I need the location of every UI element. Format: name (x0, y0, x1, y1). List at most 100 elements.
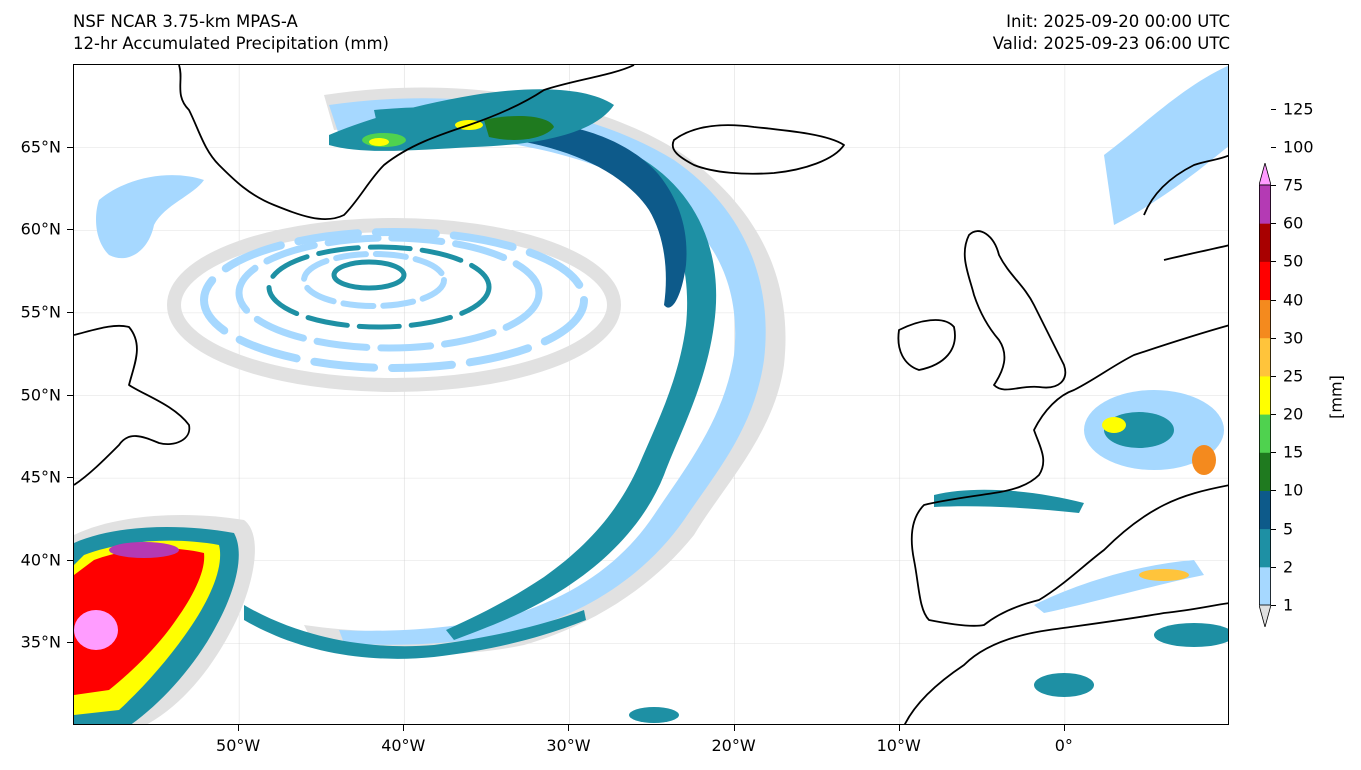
lat-tick-mark (67, 311, 73, 313)
precipitation-field (74, 65, 1228, 724)
precip-sahara (1034, 673, 1094, 697)
iceland-coast (671, 124, 845, 175)
europe-coast (910, 324, 1228, 627)
field-name: 12-hr Accumulated Precipitation (mm) (73, 34, 389, 53)
colorbar-segment (1259, 566, 1271, 606)
lon-tick-label: 0° (1054, 736, 1073, 755)
colorbar-level-label: 2 (1283, 557, 1294, 577)
colorbar-tick (1271, 528, 1276, 530)
colorbar-tick (1271, 261, 1276, 263)
lon-tick-mark (403, 725, 405, 731)
lat-tick-mark (67, 394, 73, 396)
lon-tick-label: 30°W (546, 736, 591, 755)
colorbar-tick (1271, 605, 1276, 606)
colorbar-level-label: 5 (1283, 519, 1294, 539)
newfoundland-coast (74, 324, 191, 486)
colorbar-level-label: 1 (1283, 595, 1294, 615)
lat-tick-label: 45°N (20, 467, 61, 487)
colorbar-segment (1259, 337, 1271, 377)
valid-time: Valid: 2025-09-23 06:00 UTC (992, 34, 1230, 53)
coastlines (74, 65, 1228, 724)
colorbar-tick (1271, 146, 1276, 148)
precip-low-swirl (167, 218, 621, 392)
precip-southwest-125mm (74, 610, 118, 650)
lat-tick-mark (67, 642, 73, 644)
colorbar-level-label: 30 (1283, 328, 1304, 348)
colorbar-tick (1271, 566, 1276, 568)
precip-labrador-2mm (96, 175, 204, 259)
title-left: NSF NCAR 3.75-km MPAS-A 12-hr Accumulate… (73, 11, 389, 55)
colorbar-segment (1259, 414, 1271, 453)
init-time: Init: 2025-09-20 00:00 UTC (1006, 12, 1230, 31)
colorbar-tick (1271, 185, 1276, 186)
colorbar-level-label: 60 (1283, 213, 1304, 233)
colorbar-tick (1271, 490, 1276, 492)
precip-france-25mm (1102, 417, 1126, 433)
precip-med-25mm (1139, 569, 1189, 581)
colorbar-tick (1271, 452, 1276, 454)
precip-greenland-15mm (484, 115, 554, 140)
lat-tick-label: 40°N (20, 550, 61, 570)
precip-biscay (934, 489, 1084, 513)
lon-tick-label: 40°W (381, 736, 426, 755)
colorbar-tick (1271, 337, 1276, 339)
precip-southwest-50mm (74, 548, 205, 695)
colorbar-tick (1271, 414, 1276, 416)
lon-tick-mark (1063, 725, 1065, 731)
colorbar-segment (1259, 299, 1271, 339)
lat-tick-label: 60°N (20, 219, 61, 239)
lon-tick-label: 50°W (216, 736, 261, 755)
lon-tick-mark (568, 725, 570, 731)
colorbar-level-label: 20 (1283, 404, 1304, 424)
precip-south-line (244, 605, 586, 659)
colorbar-level-label: 125 (1283, 99, 1314, 119)
lat-tick-mark (67, 146, 73, 148)
precip-front-band-10mm (504, 120, 687, 308)
colorbar-segment (1259, 223, 1271, 262)
colorbar-outline (1259, 184, 1271, 606)
colorbar-segment (1259, 452, 1271, 491)
lon-tick-mark (238, 725, 240, 731)
colorbar-unit-label: [mm] (1326, 375, 1346, 419)
lat-tick-label: 50°N (20, 385, 61, 404)
colorbar-segment (1259, 261, 1271, 301)
colorbar-tick (1271, 299, 1276, 301)
map-panel (73, 64, 1229, 725)
lat-tick-label: 65°N (20, 137, 61, 157)
precip-southwest-100mm (109, 542, 179, 558)
lat-tick-label: 55°N (20, 302, 61, 322)
precip-sea-small (629, 707, 679, 723)
colorbar-level-label: 40 (1283, 290, 1304, 310)
model-name: NSF NCAR 3.75-km MPAS-A (73, 12, 298, 31)
lon-tick-mark (733, 725, 735, 731)
colorbar-segment (1259, 185, 1271, 224)
map-canvas (74, 65, 1228, 724)
lon-tick-label: 10°W (876, 736, 921, 755)
colorbar-extend-min (1259, 604, 1271, 627)
colorbar-level-label: 75 (1283, 175, 1304, 195)
lat-tick-label: 35°N (20, 632, 61, 652)
lon-tick-label: 20°W (711, 736, 756, 755)
precip-norway-band (1104, 65, 1228, 225)
colorbar-tick (1271, 223, 1276, 225)
greenland-coast (178, 65, 635, 220)
colorbar-level-label: 15 (1283, 442, 1304, 462)
lat-tick-mark (67, 477, 73, 479)
lat-tick-mark (67, 229, 73, 231)
colorbar-level-label: 10 (1283, 480, 1304, 500)
colorbar-level-label: 50 (1283, 251, 1304, 271)
colorbar-segment (1259, 375, 1271, 415)
colorbar-level-label: 100 (1283, 137, 1314, 157)
north-africa-coast (904, 602, 1228, 724)
colorbar (1259, 163, 1271, 627)
title-right: Init: 2025-09-20 00:00 UTC Valid: 2025-0… (993, 11, 1230, 55)
colorbar-level-label: 25 (1283, 366, 1304, 386)
colorbar-tick (1271, 375, 1276, 377)
colorbar-extend-max (1259, 163, 1271, 186)
norway-coast (1143, 154, 1228, 261)
lon-tick-mark (898, 725, 900, 731)
colorbar-tick (1271, 108, 1276, 110)
precip-greenland-25mm (369, 138, 389, 146)
precip-alps-40mm (1192, 445, 1216, 475)
precip-africa-coast (1154, 623, 1228, 647)
